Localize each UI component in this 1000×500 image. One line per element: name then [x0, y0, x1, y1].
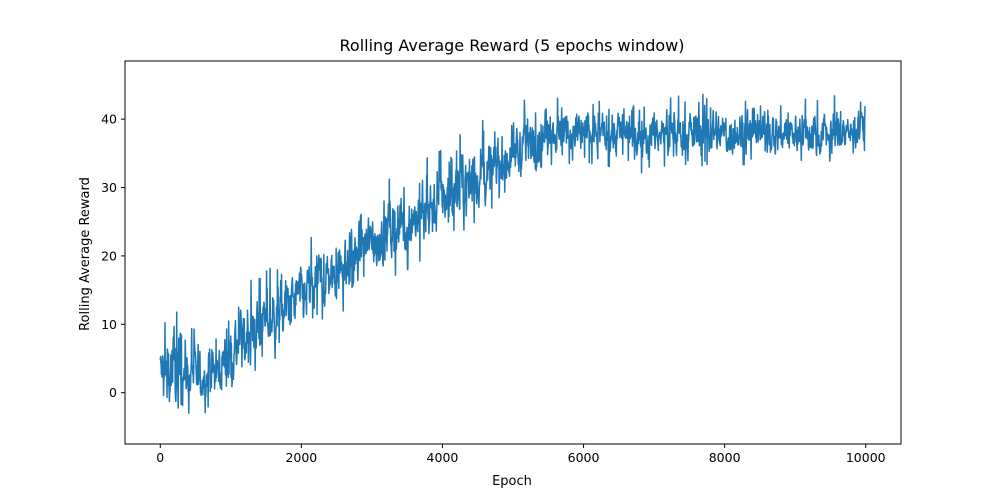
- x-axis-label: Epoch: [492, 474, 532, 489]
- x-axis: 0 2000 4000 6000 8000 10000: [156, 444, 886, 465]
- y-tick-label: 10: [101, 317, 117, 332]
- y-tick-label: 20: [101, 248, 117, 263]
- plot-frame: [124, 60, 902, 445]
- x-tick-label: 0: [156, 450, 164, 465]
- x-tick-label: 2000: [285, 450, 317, 465]
- chart-title: Rolling Average Reward (5 epochs window): [340, 36, 685, 55]
- series-layer: [159, 93, 866, 414]
- x-tick-label: 4000: [427, 450, 459, 465]
- y-axis: 0 10 20 30 40: [101, 112, 125, 400]
- y-tick-label: 40: [101, 112, 117, 127]
- x-tick-label: 10000: [846, 450, 886, 465]
- reward-series-line: [159, 93, 866, 414]
- y-tick-label: 30: [101, 180, 117, 195]
- y-axis-label: Rolling Average Reward: [78, 177, 93, 331]
- x-tick-label: 6000: [568, 450, 600, 465]
- x-tick-label: 8000: [709, 450, 741, 465]
- y-tick-label: 0: [109, 385, 117, 400]
